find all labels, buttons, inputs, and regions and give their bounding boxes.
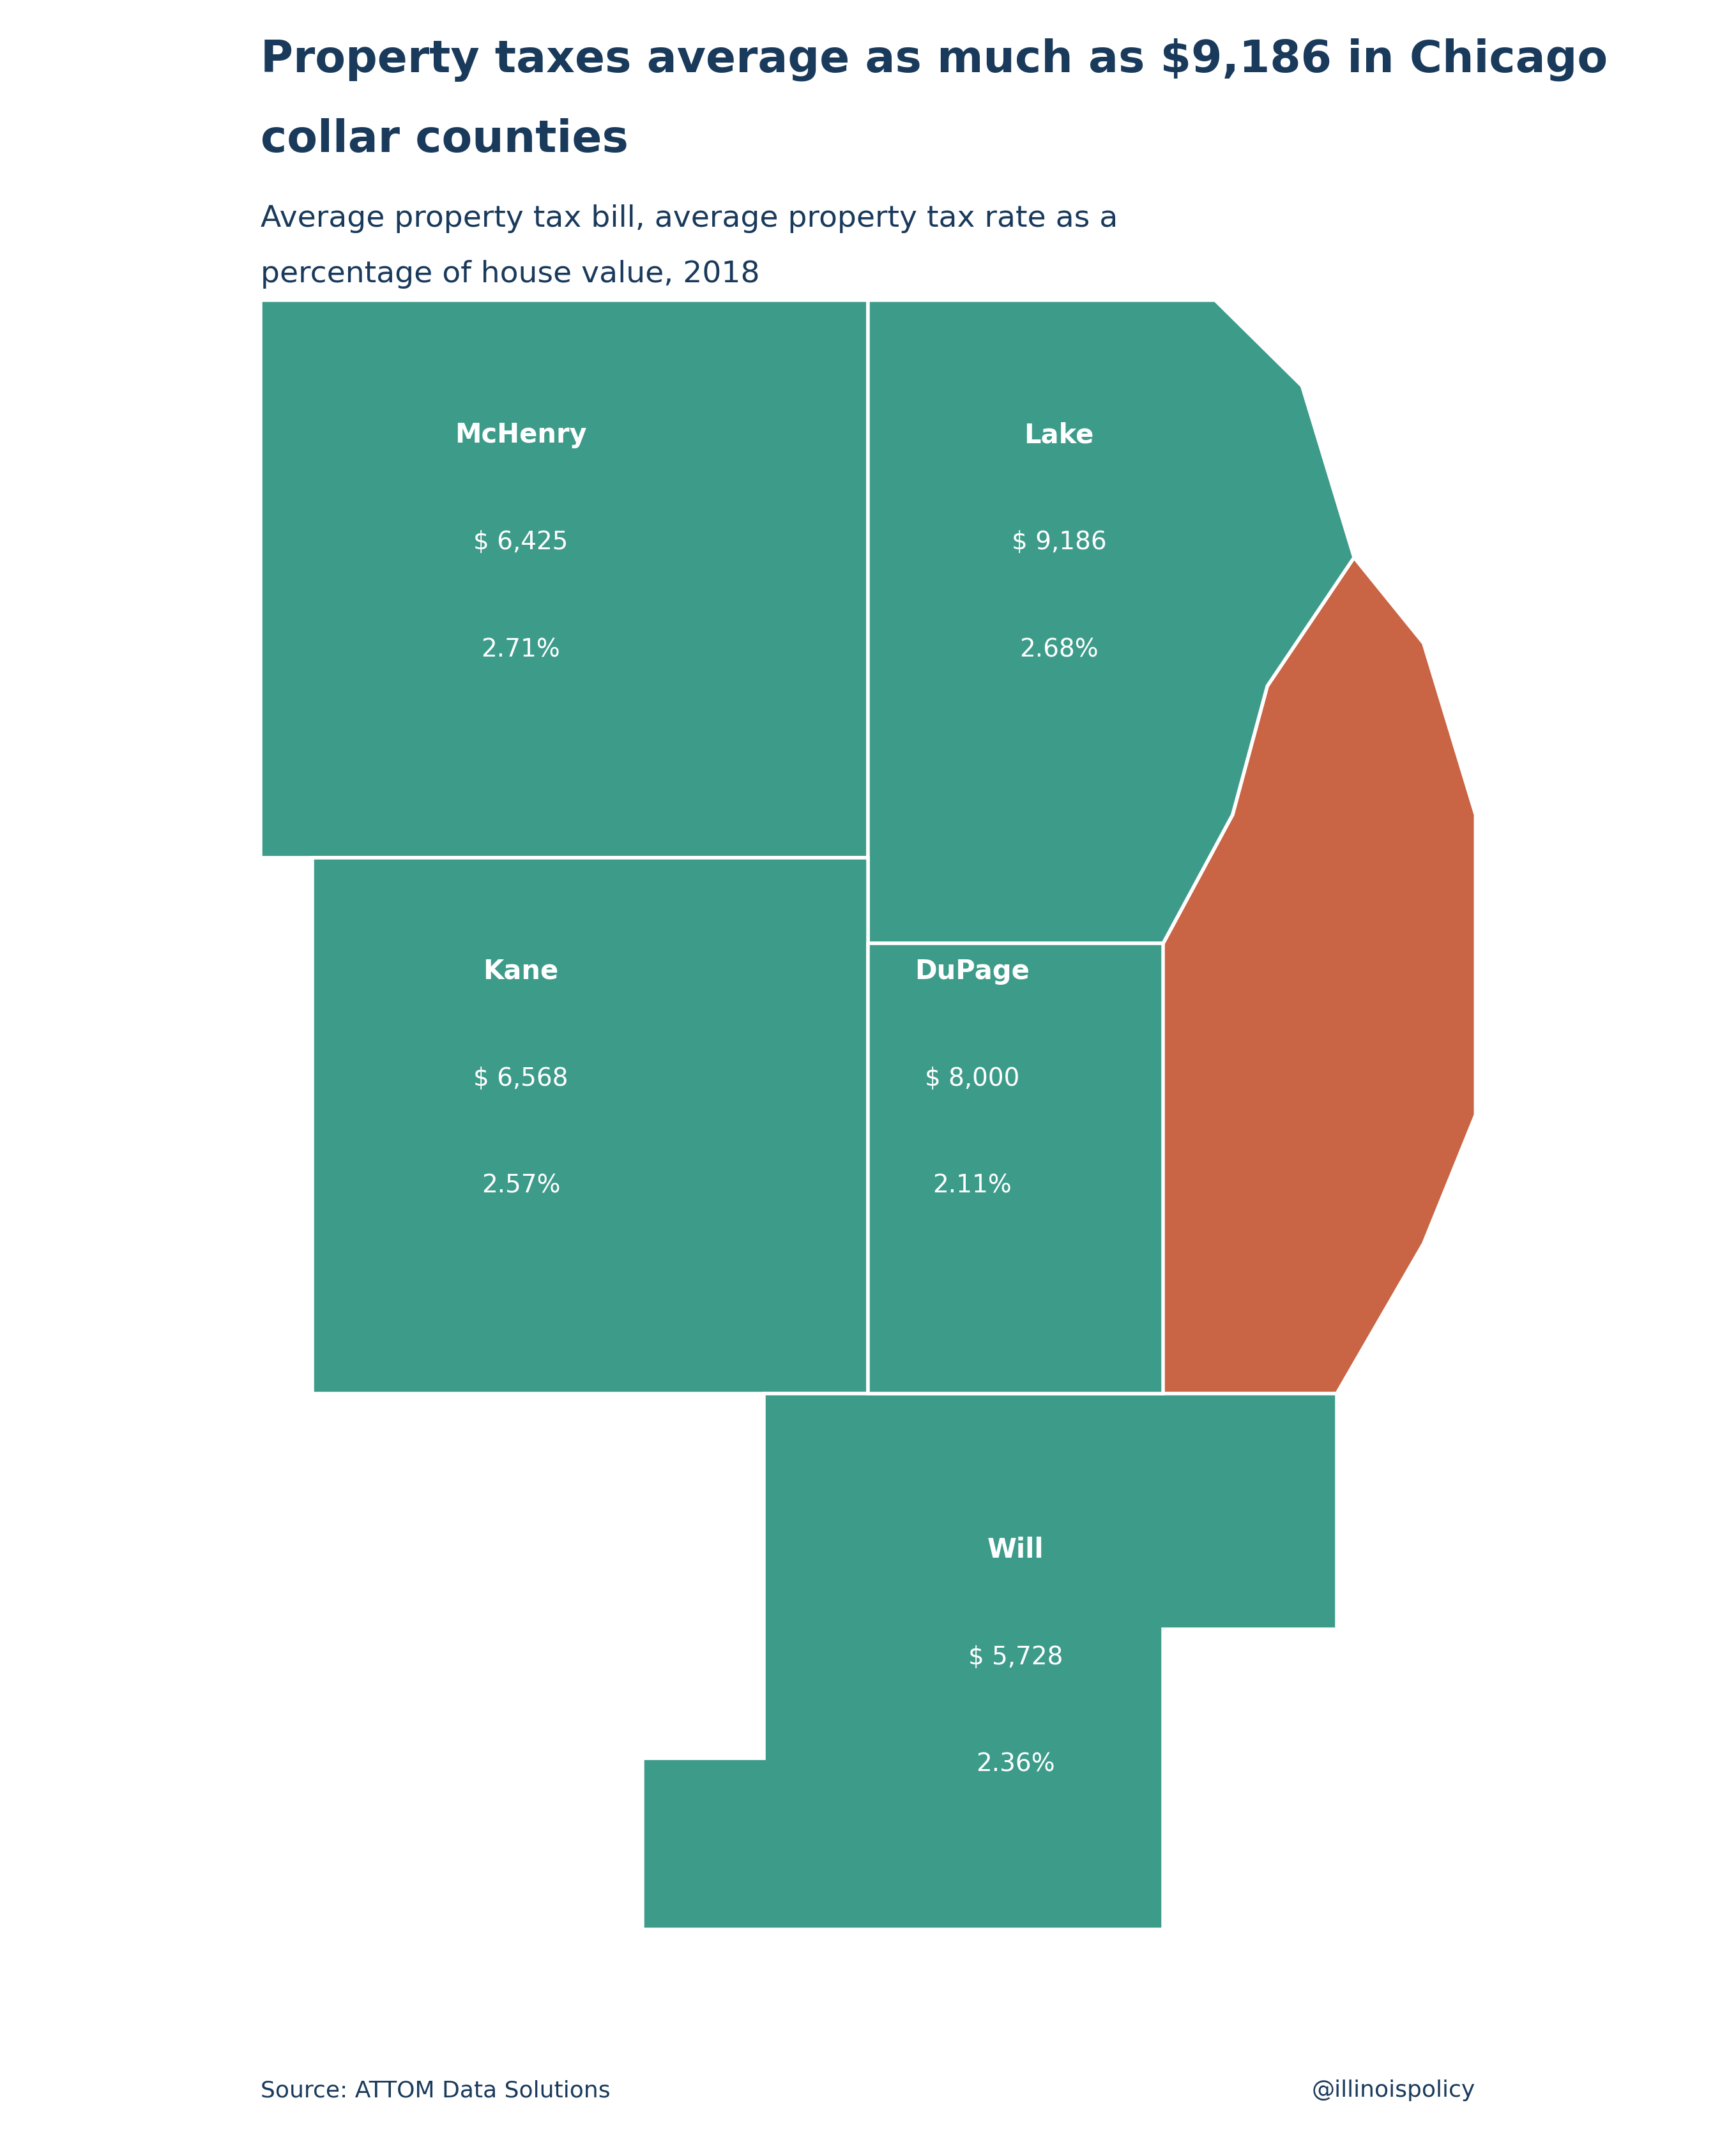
Text: @illinoispolicy: @illinoispolicy bbox=[1312, 2080, 1476, 2101]
Polygon shape bbox=[260, 300, 868, 858]
Polygon shape bbox=[868, 300, 1354, 943]
Text: $ 9,186: $ 9,186 bbox=[1012, 530, 1106, 555]
Text: 2.68%: 2.68% bbox=[1019, 637, 1099, 662]
Polygon shape bbox=[312, 858, 868, 1394]
Text: $ 8,000: $ 8,000 bbox=[925, 1066, 1019, 1091]
Text: percentage of house value, 2018: percentage of house value, 2018 bbox=[260, 259, 760, 289]
Text: McHenry: McHenry bbox=[455, 422, 587, 448]
Text: 2.36%: 2.36% bbox=[976, 1752, 1055, 1777]
Text: Kane: Kane bbox=[483, 958, 559, 984]
Text: collar counties: collar counties bbox=[260, 118, 628, 161]
Text: Average property tax bill, average property tax rate as a: Average property tax bill, average prope… bbox=[260, 204, 1118, 234]
Text: Will: Will bbox=[988, 1537, 1043, 1563]
Text: $ 5,728: $ 5,728 bbox=[969, 1644, 1062, 1670]
Text: Property taxes average as much as $9,186 in Chicago: Property taxes average as much as $9,186… bbox=[260, 39, 1608, 81]
Text: DuPage: DuPage bbox=[915, 958, 1029, 984]
Text: 2.57%: 2.57% bbox=[481, 1173, 561, 1198]
Text: $ 6,425: $ 6,425 bbox=[474, 530, 568, 555]
Text: $ 6,568: $ 6,568 bbox=[474, 1066, 568, 1091]
Polygon shape bbox=[868, 557, 1476, 1394]
Text: Lake: Lake bbox=[1024, 422, 1094, 448]
Text: 2.11%: 2.11% bbox=[932, 1173, 1012, 1198]
Text: 2.71%: 2.71% bbox=[481, 637, 561, 662]
Polygon shape bbox=[868, 943, 1163, 1394]
Text: Source: ATTOM Data Solutions: Source: ATTOM Data Solutions bbox=[260, 2080, 609, 2101]
Polygon shape bbox=[642, 1394, 1337, 1930]
